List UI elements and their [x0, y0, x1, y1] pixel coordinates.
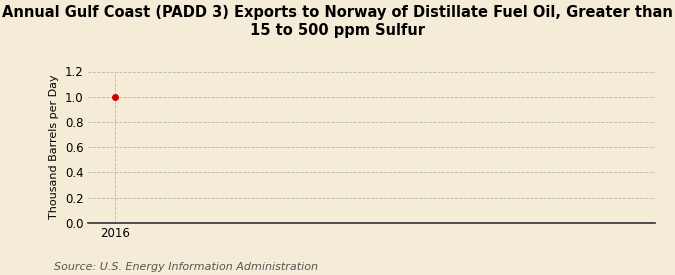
Text: Source: U.S. Energy Information Administration: Source: U.S. Energy Information Administ… [54, 262, 318, 272]
Y-axis label: Thousand Barrels per Day: Thousand Barrels per Day [49, 75, 59, 219]
Text: Annual Gulf Coast (PADD 3) Exports to Norway of Distillate Fuel Oil, Greater tha: Annual Gulf Coast (PADD 3) Exports to No… [2, 6, 673, 38]
